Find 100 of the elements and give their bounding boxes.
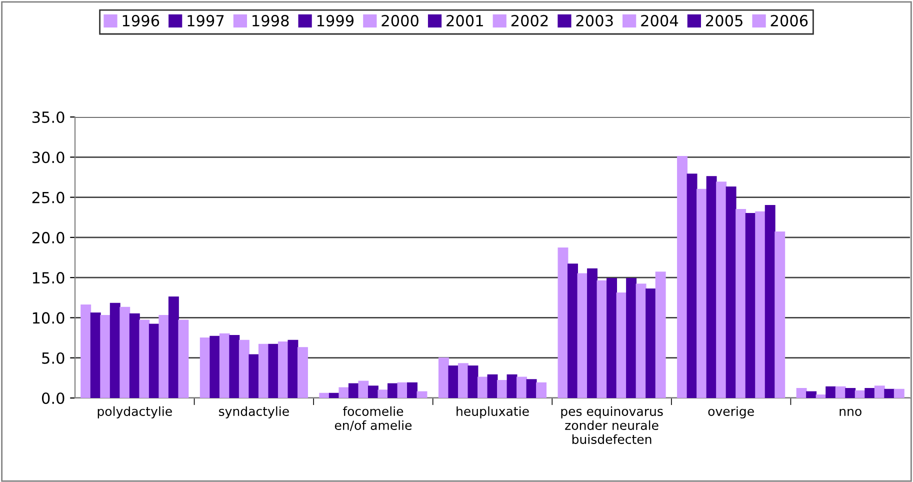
bar	[636, 284, 646, 398]
bar	[297, 347, 308, 398]
x-tick-label: syndactylie	[218, 406, 289, 418]
bar	[864, 388, 876, 398]
bar	[487, 374, 498, 398]
bar	[468, 366, 478, 398]
bar	[696, 188, 708, 398]
bar	[219, 333, 230, 398]
legend-label: 1999	[317, 14, 354, 26]
bar	[686, 174, 698, 398]
legend-label: 2001	[446, 14, 483, 26]
bar	[378, 390, 388, 398]
bar	[210, 336, 220, 398]
legend-label: 2003	[576, 14, 613, 26]
bar	[755, 211, 766, 398]
bar	[536, 382, 547, 398]
bar	[497, 380, 508, 398]
bar	[706, 176, 717, 398]
y-tick-label: 25.0	[32, 192, 64, 204]
bar	[874, 386, 885, 398]
bar	[148, 324, 160, 398]
bar	[745, 212, 756, 398]
legend-label: 2002	[511, 14, 548, 26]
bar	[158, 314, 170, 398]
bar	[397, 382, 408, 398]
bar	[110, 302, 120, 398]
bar	[558, 248, 568, 398]
bar	[200, 337, 210, 398]
bar	[100, 314, 111, 398]
bar	[268, 344, 279, 398]
legend-label: 2006	[770, 14, 808, 26]
bar	[348, 383, 359, 398]
y-tick-label: 20.0	[32, 232, 64, 244]
legend-label: 1998	[252, 14, 289, 26]
bar	[178, 320, 189, 398]
bar	[764, 204, 776, 398]
y-tick-label: 30.0	[32, 152, 64, 164]
bar	[736, 208, 746, 398]
bar	[677, 156, 688, 398]
bar	[120, 306, 130, 398]
bar	[139, 320, 150, 398]
bar	[577, 273, 588, 398]
bar	[587, 268, 598, 398]
bar	[368, 386, 378, 398]
bar	[835, 386, 846, 398]
bar	[506, 374, 518, 398]
bar	[168, 296, 179, 398]
bar	[726, 186, 736, 398]
bar	[894, 388, 904, 398]
x-tick-label: nno	[840, 408, 862, 416]
legend-label: 2005	[706, 14, 742, 26]
bar	[248, 354, 260, 398]
bar	[288, 340, 298, 398]
bar	[606, 278, 618, 398]
bar	[796, 388, 807, 398]
y-tick-label: 10.0	[32, 312, 64, 324]
legend-label: 2004	[641, 14, 678, 26]
bar	[407, 382, 418, 398]
x-tick-label: overige	[708, 406, 754, 418]
bar	[616, 292, 627, 398]
bar	[716, 182, 727, 398]
bar	[278, 341, 288, 398]
bar	[854, 390, 866, 398]
y-tick-label: 5.0	[42, 352, 64, 364]
legend-label: 2000	[382, 14, 418, 26]
bar	[568, 264, 578, 398]
bar	[845, 388, 856, 398]
bar	[884, 388, 895, 398]
legend-label: 1997	[188, 14, 224, 26]
y-tick-label: 35.0	[32, 111, 64, 124]
bar	[258, 344, 269, 398]
bar	[458, 363, 468, 398]
bar	[319, 392, 330, 398]
bar	[80, 304, 92, 398]
bar	[626, 278, 637, 398]
bar	[526, 379, 537, 398]
bar	[646, 288, 656, 398]
bar	[238, 340, 250, 398]
bar	[806, 391, 817, 398]
bar	[338, 387, 350, 398]
bar	[90, 312, 101, 398]
bar	[596, 280, 608, 398]
bar	[826, 386, 836, 398]
bar	[516, 376, 528, 398]
bar	[416, 391, 428, 398]
x-tick-label: polydactylie	[98, 406, 172, 418]
bar	[478, 376, 488, 398]
bar	[438, 358, 449, 398]
bar	[358, 380, 369, 398]
x-tick-label: focomelie en/of amelie	[334, 406, 412, 431]
bar	[229, 335, 240, 398]
bar	[448, 366, 459, 398]
bar	[388, 383, 398, 398]
bar	[774, 231, 786, 398]
x-tick-label: pes equinovarus zonder neurale buisdefecten	[561, 406, 663, 444]
legend-label: 1996	[122, 14, 160, 26]
x-tick-label: heupluxatie	[456, 406, 529, 418]
y-tick-label: 15.0	[32, 272, 64, 284]
bar	[816, 394, 826, 398]
bar	[655, 272, 666, 398]
